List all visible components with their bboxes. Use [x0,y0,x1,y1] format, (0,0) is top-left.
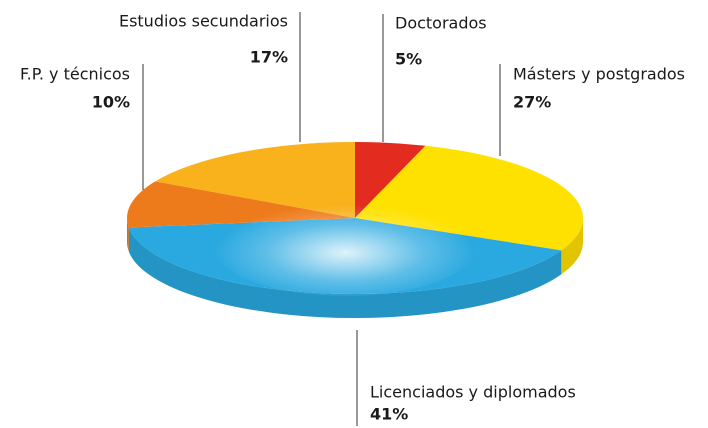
slice-label: Doctorados [395,14,487,33]
value-label: 41% [370,405,408,424]
slice [355,142,426,218]
slice-side [128,227,562,319]
slice-label: Licenciados y diplomados [370,383,576,402]
slice [155,142,355,218]
slice-label: F.P. y técnicos [20,65,130,84]
value-label: 5% [395,50,422,69]
slice-side-shade [127,218,129,252]
highlight [215,200,475,296]
slice-label: Másters y postgrados [513,65,685,84]
slice-side-shade [561,218,583,275]
slice-side-shade [128,227,562,319]
value-label: 27% [513,93,551,112]
slice-side [561,218,583,275]
value-label: 17% [250,48,288,67]
slice-label: Estudios secundarios [119,12,288,31]
value-label: 10% [92,93,130,112]
slice-side [127,218,129,252]
